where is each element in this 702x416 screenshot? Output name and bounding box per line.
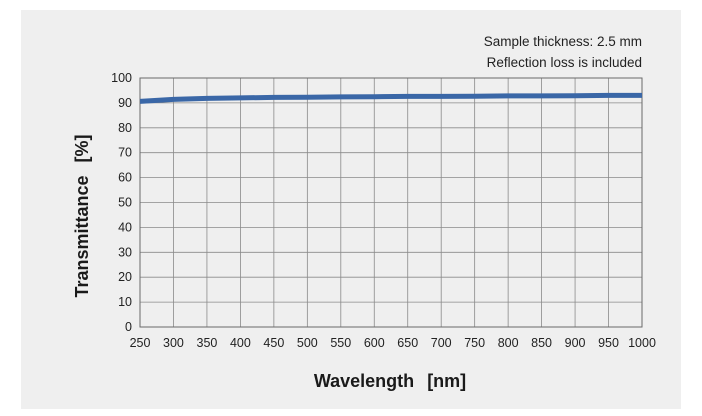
x-tick-label: 800 [498, 336, 519, 350]
x-tick-label: 850 [531, 336, 552, 350]
y-tick-label: 30 [118, 245, 132, 259]
x-tick-label: 250 [130, 336, 151, 350]
x-tick-label: 650 [397, 336, 418, 350]
y-tick-label: 90 [118, 96, 132, 110]
y-tick-label: 0 [125, 320, 132, 334]
series [139, 92, 642, 104]
y-tick-labels: 0 10 20 30 40 50 60 70 80 90 100 [111, 71, 132, 334]
y-tick-label: 80 [118, 121, 132, 135]
y-axis-title: Transmittance [%] [72, 134, 92, 297]
note-reflection-loss: Reflection loss is included [487, 55, 642, 70]
x-axis-title: Wavelength [nm] [314, 371, 466, 391]
x-axis-unit: [nm] [427, 371, 466, 391]
y-tick-label: 50 [118, 196, 132, 210]
grid [139, 77, 643, 328]
x-tick-label: 350 [197, 336, 218, 350]
x-tick-label: 400 [230, 336, 251, 350]
y-tick-label: 40 [118, 220, 132, 234]
x-tick-label: 300 [163, 336, 184, 350]
series-line [139, 92, 642, 104]
y-tick-label: 70 [118, 146, 132, 160]
y-axis-label: Transmittance [72, 175, 92, 297]
y-tick-label: 60 [118, 171, 132, 185]
y-axis-unit: [%] [72, 134, 92, 162]
y-tick-label: 10 [118, 295, 132, 309]
x-axis-label: Wavelength [314, 371, 414, 391]
x-tick-label: 500 [297, 336, 318, 350]
x-tick-label: 750 [464, 336, 485, 350]
x-tick-label: 900 [565, 336, 586, 350]
x-tick-label: 600 [364, 336, 385, 350]
y-tick-label: 20 [118, 270, 132, 284]
note-sample-thickness: Sample thickness: 2.5 mm [484, 34, 642, 49]
x-tick-label: 950 [598, 336, 619, 350]
x-tick-labels: 250 300 350 400 450 500 550 600 650 700 750 800 850 9… [130, 336, 656, 350]
x-tick-label: 700 [431, 336, 452, 350]
x-tick-label: 1000 [628, 336, 656, 350]
chart-panel [21, 10, 681, 409]
x-tick-label: 450 [263, 336, 284, 350]
plot-frame [139, 77, 643, 328]
y-tick-label: 100 [111, 71, 132, 85]
x-tick-label: 550 [330, 336, 351, 350]
